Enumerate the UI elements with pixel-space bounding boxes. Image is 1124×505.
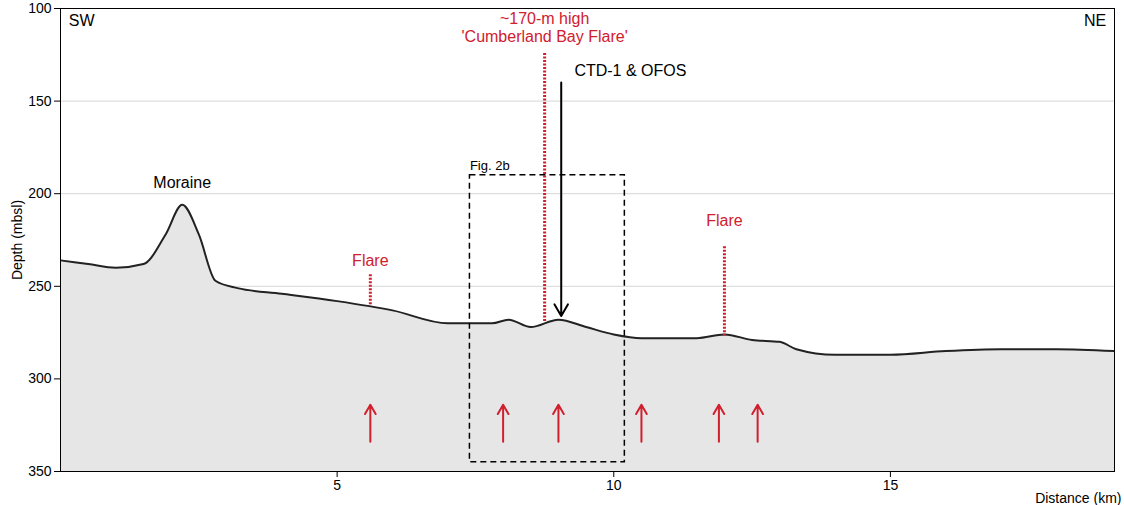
svg-text:300: 300 [28, 370, 52, 386]
svg-text:350: 350 [28, 463, 52, 479]
svg-text:200: 200 [28, 185, 52, 201]
svg-text:15: 15 [883, 477, 899, 493]
svg-text:Distance (km): Distance (km) [1035, 490, 1121, 505]
svg-text:10: 10 [606, 477, 622, 493]
svg-text:Flare: Flare [706, 212, 743, 229]
svg-text:CTD-1 & OFOS: CTD-1 & OFOS [574, 62, 686, 79]
svg-text:Moraine: Moraine [153, 174, 211, 191]
svg-text:NE: NE [1084, 12, 1106, 29]
svg-text:SW: SW [69, 12, 96, 29]
svg-text:Fig. 2b: Fig. 2b [470, 158, 510, 173]
svg-text:5: 5 [333, 477, 341, 493]
svg-text:250: 250 [28, 278, 52, 294]
svg-text:Depth (mbsl): Depth (mbsl) [9, 200, 25, 280]
svg-text:Flare: Flare [352, 252, 389, 269]
svg-text:150: 150 [28, 93, 52, 109]
svg-text:100: 100 [28, 0, 52, 16]
svg-text:~170-m high'Cumberland Bay Fla: ~170-m high'Cumberland Bay Flare' [462, 10, 628, 45]
